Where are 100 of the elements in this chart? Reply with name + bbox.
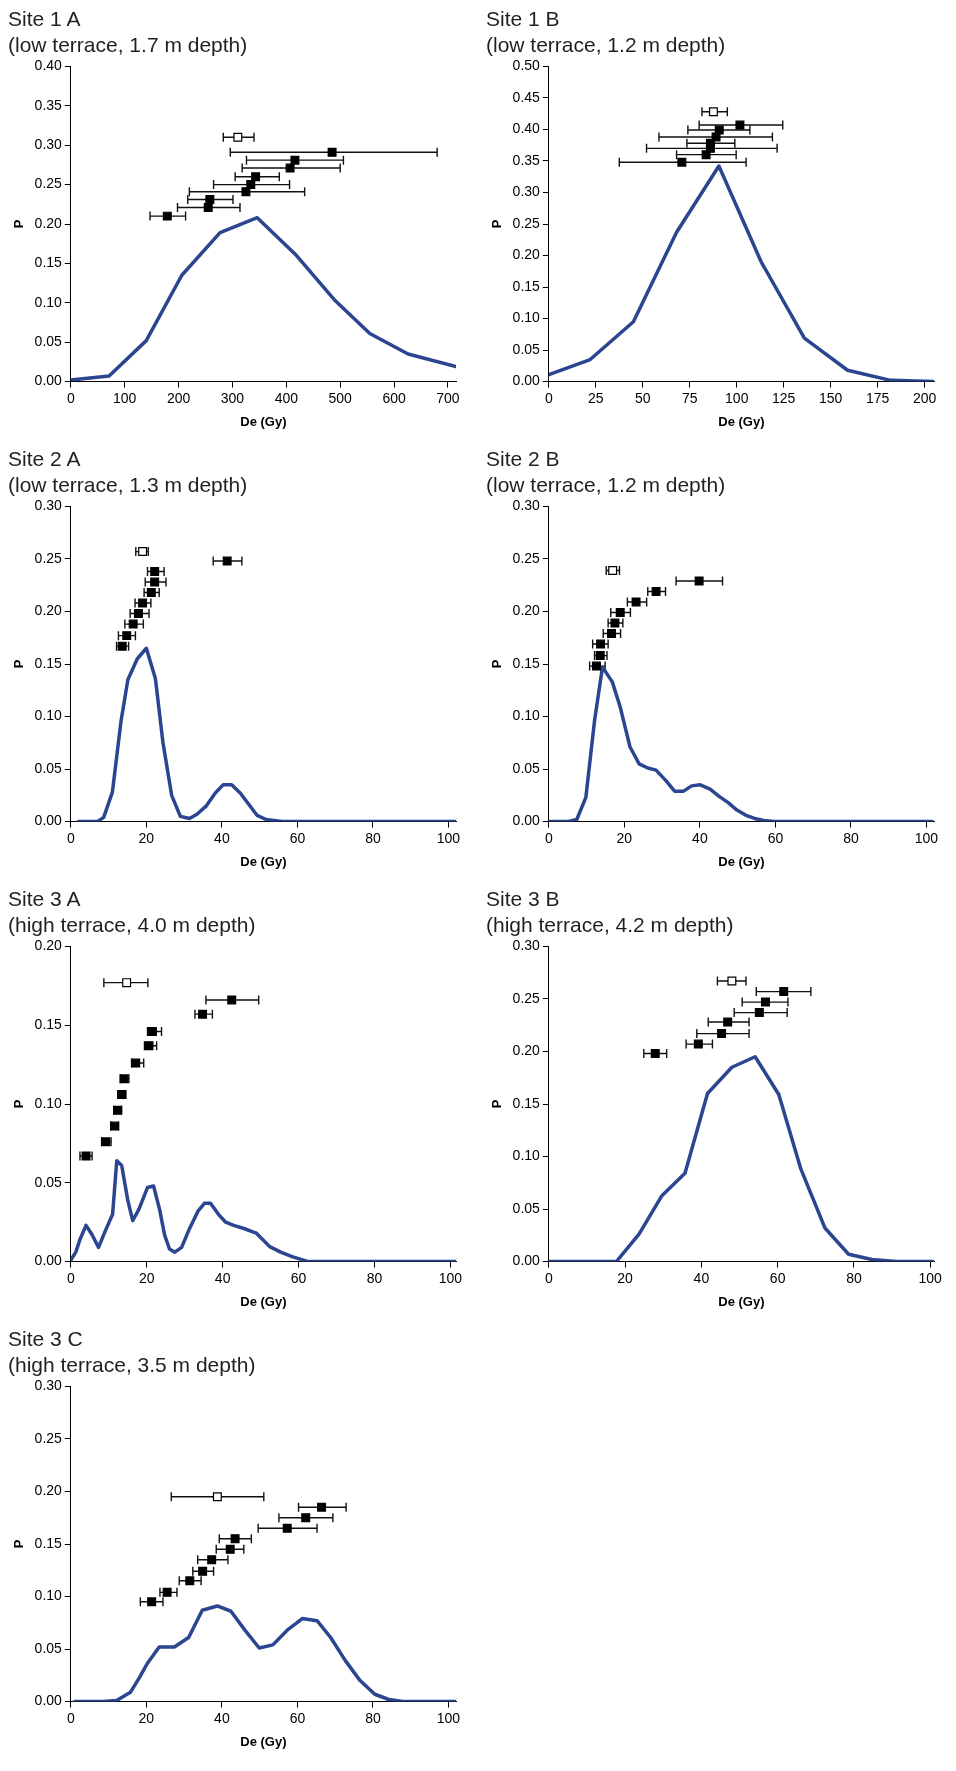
y-tick-label: 0.15 bbox=[512, 654, 541, 671]
point bbox=[327, 147, 337, 157]
point bbox=[227, 995, 237, 1005]
point bbox=[701, 150, 711, 160]
y-tick-label: 0.00 bbox=[512, 812, 541, 829]
y-tick-label: 0.20 bbox=[34, 602, 63, 619]
chart-title: Site 3 B bbox=[486, 887, 560, 911]
point bbox=[230, 1534, 240, 1544]
y-axis-title: P bbox=[11, 659, 27, 669]
y-tick-label: 0.10 bbox=[512, 1147, 541, 1164]
x-tick-label: 0 bbox=[544, 829, 553, 846]
x-tick-label: 100 bbox=[113, 389, 137, 406]
y-tick-label: 0.50 bbox=[512, 57, 541, 74]
point bbox=[290, 155, 300, 165]
point bbox=[185, 1576, 195, 1586]
point bbox=[198, 1009, 208, 1019]
chart-subtitle: (high terrace, 4.0 m depth) bbox=[8, 912, 256, 936]
x-tick-label: 0 bbox=[66, 389, 75, 406]
y-tick-label: 0.00 bbox=[512, 1252, 541, 1269]
point bbox=[162, 1587, 172, 1597]
point bbox=[677, 157, 687, 167]
x-tick-label: 20 bbox=[138, 1269, 155, 1286]
x-tick-label: 0 bbox=[66, 1269, 75, 1286]
point bbox=[150, 577, 160, 587]
y-tick-label: 0.15 bbox=[34, 254, 63, 271]
point bbox=[122, 978, 132, 988]
x-tick-label: 100 bbox=[914, 829, 939, 846]
x-tick-label: 80 bbox=[846, 1269, 862, 1286]
x-tick-label: 60 bbox=[289, 829, 306, 846]
y-axis-title: P bbox=[11, 219, 27, 229]
point bbox=[727, 976, 737, 986]
y-axis-title: P bbox=[11, 1539, 27, 1549]
x-tick-label: 600 bbox=[382, 389, 406, 406]
y-tick-label: 0.05 bbox=[34, 759, 63, 776]
y-tick-label: 0.20 bbox=[512, 602, 541, 619]
point bbox=[760, 997, 770, 1007]
point bbox=[233, 132, 243, 142]
x-axis-title: De (Gy) bbox=[718, 1293, 765, 1309]
point bbox=[735, 120, 745, 130]
y-tick-label: 0.30 bbox=[34, 136, 63, 153]
y-axis-title: P bbox=[489, 1099, 505, 1109]
y-tick-label: 0.05 bbox=[34, 1639, 63, 1656]
y-tick-label: 0.20 bbox=[512, 246, 541, 263]
point bbox=[207, 1555, 217, 1565]
x-tick-label: 40 bbox=[214, 1709, 230, 1726]
point bbox=[651, 587, 661, 596]
y-axis-title: P bbox=[11, 1099, 27, 1109]
y-tick-label: 0.20 bbox=[512, 1042, 541, 1059]
point bbox=[779, 987, 789, 997]
y-tick-label: 0.15 bbox=[512, 277, 541, 294]
chart-title: Site 3 C bbox=[8, 1327, 83, 1351]
x-tick-label: 40 bbox=[214, 1269, 231, 1286]
y-tick-label: 0.20 bbox=[34, 937, 63, 954]
y-tick-label: 0.25 bbox=[34, 549, 63, 566]
x-tick-label: 50 bbox=[635, 389, 651, 406]
y-tick-label: 0.25 bbox=[34, 175, 63, 192]
y-tick-label: 0.30 bbox=[34, 497, 63, 514]
x-tick-label: 60 bbox=[769, 1269, 786, 1286]
point bbox=[131, 1058, 141, 1068]
x-tick-label: 125 bbox=[772, 389, 796, 406]
point bbox=[133, 609, 143, 619]
x-tick-label: 20 bbox=[616, 829, 633, 846]
point bbox=[615, 608, 625, 618]
chart-subtitle: (low terrace, 1.3 m depth) bbox=[8, 472, 248, 496]
y-tick-label: 0.25 bbox=[512, 214, 541, 231]
point bbox=[607, 629, 617, 639]
x-tick-label: 40 bbox=[214, 829, 230, 846]
chart-title: Site 1 A bbox=[8, 7, 81, 31]
y-tick-label: 0.00 bbox=[34, 372, 63, 389]
point bbox=[128, 619, 138, 629]
y-tick-label: 0.35 bbox=[512, 151, 541, 168]
chart-title: Site 2 A bbox=[8, 447, 81, 471]
point bbox=[723, 1017, 733, 1027]
point bbox=[222, 556, 232, 566]
x-tick-label: 200 bbox=[912, 389, 937, 406]
point bbox=[317, 1502, 327, 1512]
x-tick-label: 0 bbox=[544, 1269, 553, 1286]
x-axis-title: De (Gy) bbox=[240, 853, 287, 869]
x-tick-label: 500 bbox=[328, 389, 353, 406]
y-tick-label: 0.45 bbox=[512, 88, 541, 105]
x-tick-label: 700 bbox=[436, 389, 460, 406]
point bbox=[147, 1597, 157, 1607]
x-tick-label: 80 bbox=[843, 829, 859, 846]
point bbox=[631, 597, 641, 607]
x-tick-label: 150 bbox=[818, 389, 843, 406]
x-tick-label: 60 bbox=[767, 829, 784, 846]
x-tick-label: 60 bbox=[290, 1269, 307, 1286]
x-axis-title: De (Gy) bbox=[240, 1733, 287, 1749]
x-tick-label: 100 bbox=[438, 1269, 463, 1286]
x-tick-label: 0 bbox=[544, 389, 553, 406]
point bbox=[150, 567, 160, 577]
point bbox=[694, 576, 704, 586]
x-tick-label: 100 bbox=[436, 829, 461, 846]
y-tick-label: 0.25 bbox=[512, 549, 541, 566]
y-tick-label: 0.30 bbox=[512, 937, 541, 954]
x-tick-label: 100 bbox=[918, 1269, 943, 1286]
x-tick-label: 80 bbox=[365, 1709, 381, 1726]
point bbox=[203, 202, 213, 212]
x-tick-label: 100 bbox=[436, 1709, 461, 1726]
x-axis-title: De (Gy) bbox=[240, 1293, 287, 1309]
